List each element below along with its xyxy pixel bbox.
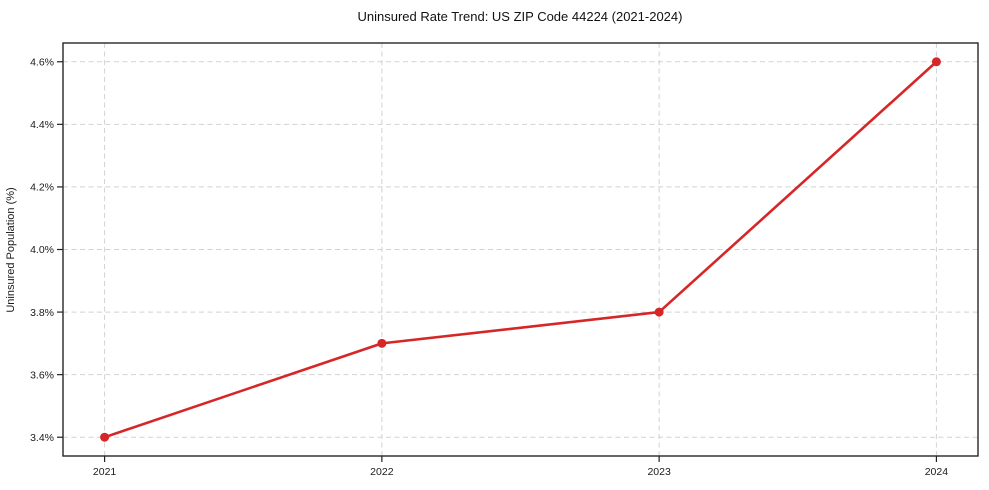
data-point <box>931 57 941 67</box>
data-point <box>654 307 664 317</box>
data-point <box>377 338 387 348</box>
chart-title: Uninsured Rate Trend: US ZIP Code 44224 … <box>358 9 683 24</box>
x-tick-label: 2022 <box>370 466 394 478</box>
data-series <box>100 57 941 442</box>
y-tick-label: 3.4% <box>30 432 54 444</box>
y-tick-label: 4.6% <box>30 56 54 68</box>
x-tick-label: 2023 <box>647 466 671 478</box>
y-tick-label: 4.4% <box>30 119 54 131</box>
y-axis-label: Uninsured Population (%) <box>5 187 17 312</box>
x-tick-label: 2024 <box>925 466 949 478</box>
gridlines <box>63 43 978 456</box>
y-tick-label: 3.8% <box>30 307 54 319</box>
y-tick-label: 3.6% <box>30 369 54 381</box>
x-tick-label: 2021 <box>93 466 117 478</box>
plot-border <box>62 42 979 457</box>
tick-labels: 3.4% 3.6% 3.8% 4.0% 4.2% 4.4% 4.6% 2021 2022 2023… <box>30 56 948 478</box>
trend-line <box>103 60 938 439</box>
axis-ticks <box>57 61 938 462</box>
data-point <box>100 432 110 442</box>
y-tick-label: 4.2% <box>30 182 54 194</box>
y-tick-label: 4.0% <box>30 244 54 256</box>
